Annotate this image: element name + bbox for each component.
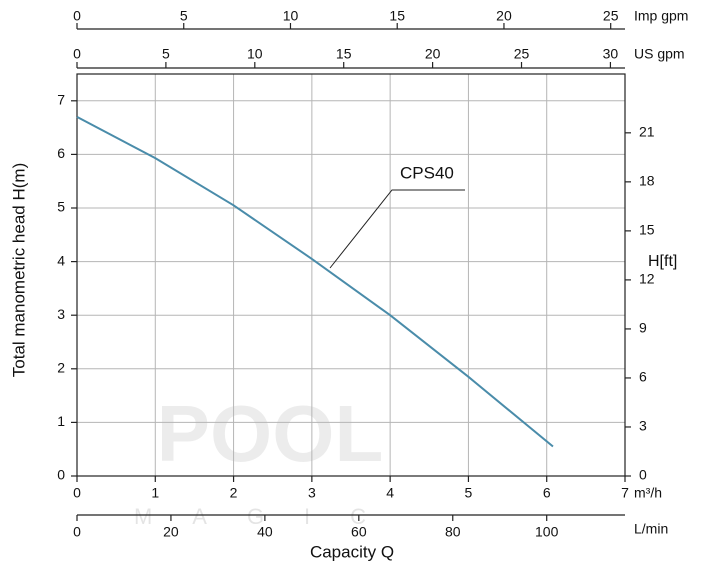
extra-axis-tick-label: 80 (445, 524, 461, 540)
annotation: CPS40 (400, 163, 454, 182)
plot-frame (76, 73, 626, 477)
extra-axis-tick-label: 0 (73, 524, 81, 540)
extra-axis-tick-label: 10 (247, 46, 263, 62)
extra-axis-tick-label: 15 (336, 46, 352, 62)
y-tick-label: 2 (57, 360, 65, 376)
x-axis-label: Capacity Q (310, 542, 394, 561)
y2-tick-label: 9 (639, 320, 647, 336)
y2-tick-label: 18 (639, 173, 655, 189)
x-tick-label: 7 (621, 485, 629, 501)
y2-tick-label: 15 (639, 222, 655, 238)
extra-axis-label: US gpm (634, 46, 685, 62)
y-axis-label: Total manometric head H(m) (9, 163, 28, 377)
y-tick-label: 5 (57, 199, 65, 215)
y-tick-label: 1 (57, 413, 65, 429)
extra-axis-tick-label: 30 (603, 46, 619, 62)
extra-axis-tick-label: 5 (180, 8, 188, 24)
x-tick-label: 0 (73, 485, 81, 501)
watermark: MAGIC (134, 504, 406, 529)
extra-axis-tick-label: 60 (351, 524, 367, 540)
x-tick-label: 3 (308, 485, 316, 501)
extra-axis-tick-label: 5 (162, 46, 170, 62)
extra-axis-tick-label: 25 (514, 46, 530, 62)
extra-axis-label: Imp gpm (634, 8, 688, 24)
extra-axis-tick-label: 0 (73, 46, 81, 62)
x-tick-label: 5 (465, 485, 473, 501)
extra-axis-tick-label: 10 (283, 8, 299, 24)
extra-axis-tick-label: 20 (163, 524, 179, 540)
y2-axis-label: H[ft] (648, 253, 677, 270)
y2-tick-label: 12 (639, 271, 655, 287)
extra-axis-tick-label: 25 (603, 8, 619, 24)
y2-tick-label: 6 (639, 369, 647, 385)
y-tick-label: 7 (57, 92, 65, 108)
y-tick-label: 6 (57, 145, 65, 161)
x-unit: m³/h (634, 485, 662, 501)
extra-axis-tick-label: 0 (73, 8, 81, 24)
y-tick-label: 3 (57, 306, 65, 322)
x-tick-label: 4 (386, 485, 394, 501)
extra-axis-tick-label: 100 (535, 524, 559, 540)
x-tick-label: 6 (543, 485, 551, 501)
y2-tick-label: 0 (639, 467, 647, 483)
series-line (76, 115, 554, 448)
y-tick-label: 4 (57, 252, 65, 268)
y2-tick-label: 3 (639, 418, 647, 434)
watermark: POOL (157, 389, 384, 478)
extra-axis-label: L/min (634, 521, 668, 537)
extra-axis-tick-label: 20 (425, 46, 441, 62)
annotation-leader (329, 189, 465, 269)
y2-tick-label: 21 (639, 124, 655, 140)
extra-axis-tick-label: 20 (496, 8, 512, 24)
x-tick-label: 1 (151, 485, 159, 501)
x-tick-label: 2 (230, 485, 238, 501)
extra-axis-tick-label: 40 (257, 524, 273, 540)
extra-axis-tick-label: 15 (389, 8, 405, 24)
y-tick-label: 0 (57, 467, 65, 483)
